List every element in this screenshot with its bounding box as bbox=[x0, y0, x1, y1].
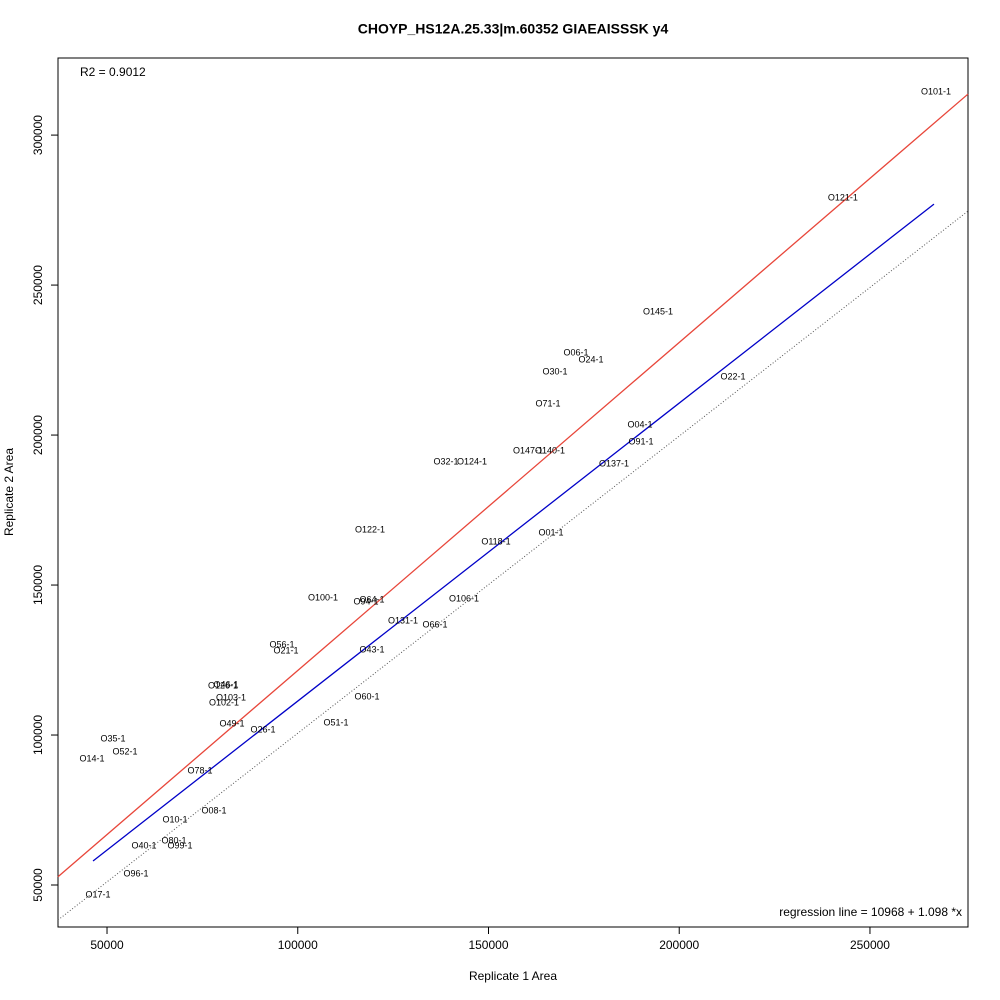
point-label: O32-1 bbox=[433, 456, 458, 466]
point-label: O22-1 bbox=[720, 371, 745, 381]
plot-frame bbox=[57, 57, 969, 928]
point-label: O124-1 bbox=[457, 456, 487, 466]
y-tick-label: 50000 bbox=[31, 868, 45, 902]
point-label: O04-1 bbox=[627, 419, 652, 429]
point-label: O43-1 bbox=[359, 644, 384, 654]
y-tick-label: 150000 bbox=[31, 565, 45, 605]
point-label: O06-1 bbox=[563, 347, 588, 357]
y-tick-label: 100000 bbox=[31, 715, 45, 755]
point-label: O51-1 bbox=[324, 717, 349, 727]
point-label: O78-1 bbox=[188, 765, 213, 775]
y-tick-label: 250000 bbox=[31, 265, 45, 305]
point-label: O100-1 bbox=[308, 592, 338, 602]
y-tick-label: 300000 bbox=[31, 115, 45, 155]
x-axis-label: Replicate 1 Area bbox=[469, 969, 557, 983]
fit-line bbox=[57, 210, 969, 921]
chart-title: CHOYP_HS12A.25.33|m.60352 GIAEAISSSK y4 bbox=[358, 21, 669, 37]
point-label: O10-1 bbox=[162, 814, 187, 824]
x-tick-label: 150000 bbox=[468, 938, 508, 952]
point-label: O64-1 bbox=[359, 594, 384, 604]
point-label: O91-1 bbox=[628, 436, 653, 446]
point-label: O94-1 bbox=[353, 596, 378, 606]
point-label: O80-1 bbox=[161, 835, 186, 845]
point-label: O122-1 bbox=[355, 524, 385, 534]
point-label: O35-1 bbox=[101, 733, 126, 743]
y-tick-label: 200000 bbox=[31, 415, 45, 455]
fit-line bbox=[92, 203, 935, 862]
point-label: O46-1 bbox=[213, 679, 238, 689]
point-label: O24-1 bbox=[578, 354, 603, 364]
point-label: O106-1 bbox=[449, 593, 479, 603]
point-label: O121-1 bbox=[828, 192, 858, 202]
point-label: O60-1 bbox=[354, 691, 379, 701]
y-axis-label: Replicate 2 Area bbox=[2, 448, 16, 536]
r2-annotation: R2 = 0.9012 bbox=[80, 65, 146, 79]
point-label: O08-1 bbox=[202, 805, 227, 815]
point-label: O52-1 bbox=[113, 746, 138, 756]
point-label: O56-1 bbox=[269, 639, 294, 649]
fit-line bbox=[57, 93, 969, 878]
point-label: O103-1 bbox=[216, 692, 246, 702]
x-tick-label: 250000 bbox=[850, 938, 890, 952]
point-label: O01-1 bbox=[538, 527, 563, 537]
point-label: O140-1 bbox=[535, 445, 565, 455]
point-label: O30-1 bbox=[542, 366, 567, 376]
point-label: O66-1 bbox=[423, 619, 448, 629]
point-label: O118-1 bbox=[481, 536, 510, 546]
point-label: O131-1 bbox=[388, 615, 418, 625]
x-tick-label: 50000 bbox=[90, 938, 124, 952]
point-label: O101-1 bbox=[921, 86, 951, 96]
point-label: O145-1 bbox=[643, 306, 673, 316]
point-label: O99-1 bbox=[167, 840, 192, 850]
point-label: O14-1 bbox=[80, 753, 105, 763]
point-label: O40-1 bbox=[132, 840, 157, 850]
point-label: O26-1 bbox=[250, 724, 275, 734]
point-label: O49-1 bbox=[219, 718, 244, 728]
point-label: O17-1 bbox=[86, 889, 111, 899]
x-tick-label: 200000 bbox=[659, 938, 699, 952]
point-label: O126-1 bbox=[208, 680, 238, 690]
point-label: O71-1 bbox=[535, 398, 560, 408]
regression-annotation: regression line = 10968 + 1.098 *x bbox=[779, 905, 962, 919]
x-tick-label: 100000 bbox=[278, 938, 318, 952]
point-label: O137-1 bbox=[599, 458, 629, 468]
point-label: O96-1 bbox=[124, 868, 149, 878]
point-label: O147-1 bbox=[513, 445, 543, 455]
point-label: O21-1 bbox=[273, 645, 298, 655]
point-label: O102-1 bbox=[209, 697, 239, 707]
